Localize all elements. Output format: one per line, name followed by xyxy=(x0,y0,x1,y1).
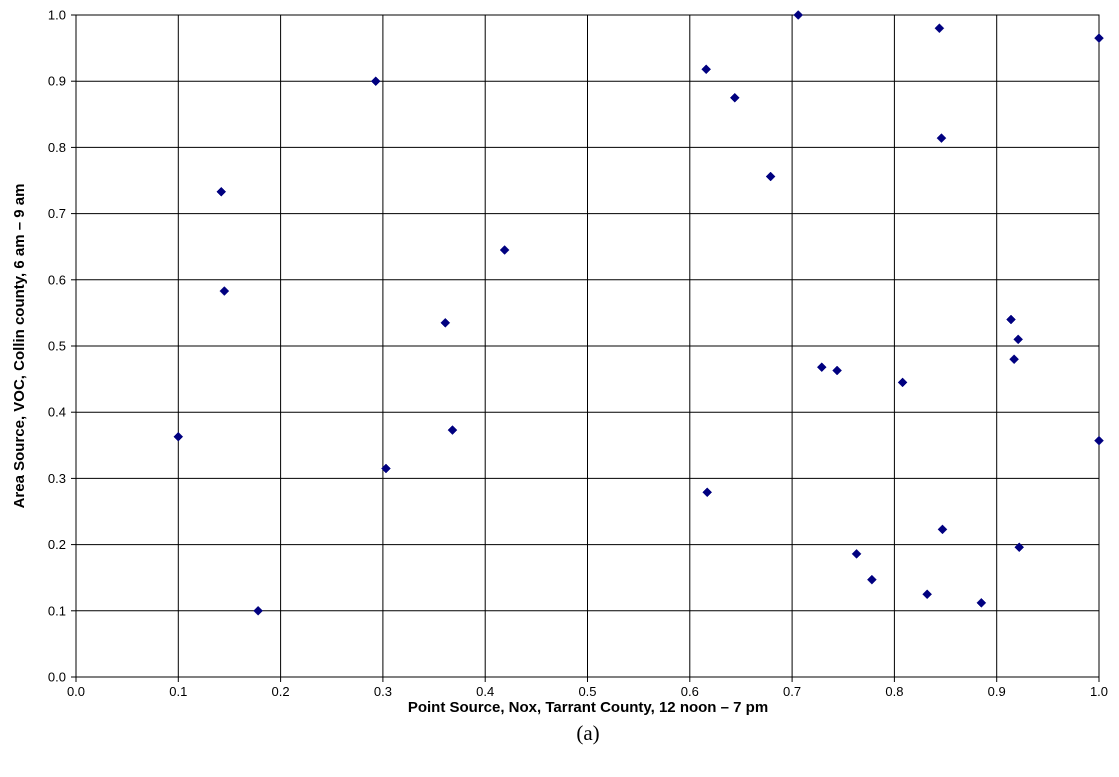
x-tick-label: 0.4 xyxy=(476,684,494,699)
data-point xyxy=(816,362,827,373)
y-tick-label: 0.9 xyxy=(48,74,66,89)
x-tick-label: 0.8 xyxy=(885,684,903,699)
grid-lines xyxy=(75,14,1100,678)
x-axis-title: Point Source, Nox, Tarrant County, 12 no… xyxy=(408,699,768,716)
y-tick-label: 0.2 xyxy=(48,537,66,552)
y-tick-label: 0.7 xyxy=(48,206,66,221)
data-point xyxy=(447,425,458,435)
data-point xyxy=(832,365,842,376)
data-point xyxy=(219,286,230,296)
y-tick-label: 1.0 xyxy=(48,8,66,23)
data-point xyxy=(897,377,908,388)
data-points xyxy=(173,10,1104,616)
x-tick-label: 0.2 xyxy=(272,684,290,699)
y-tick-label: 0.3 xyxy=(48,471,66,486)
data-point xyxy=(934,23,945,34)
data-point xyxy=(253,605,263,616)
data-point xyxy=(922,589,932,600)
x-tick-label: 0.0 xyxy=(67,684,85,699)
y-tick-label: 0.1 xyxy=(48,603,66,618)
data-point xyxy=(851,549,862,559)
data-point xyxy=(440,317,451,328)
x-tick-label: 0.1 xyxy=(169,684,187,699)
data-point xyxy=(370,76,381,87)
x-axis-ticks: 0.0 0.1 0.2 0.3 0.4 0.5 0.6 0.7 0.8 0.9 1.0 xyxy=(67,677,1108,699)
y-tick-label: 0.6 xyxy=(48,272,66,287)
y-tick-label: 0.8 xyxy=(48,140,66,155)
data-point xyxy=(976,598,987,608)
y-axis-title: Area Source, VOC, Collin county, 6 am – … xyxy=(11,184,28,509)
data-point xyxy=(1009,354,1019,365)
x-tick-label: 0.7 xyxy=(783,684,801,699)
data-point xyxy=(173,431,184,442)
data-point xyxy=(1094,33,1104,44)
y-tick-label: 0.0 xyxy=(48,670,66,685)
x-tick-label: 0.6 xyxy=(681,684,699,699)
x-tick-label: 0.3 xyxy=(374,684,392,699)
data-point xyxy=(867,574,877,585)
x-tick-label: 0.5 xyxy=(578,684,596,699)
data-point xyxy=(702,487,713,498)
data-point xyxy=(216,186,227,197)
x-tick-label: 0.9 xyxy=(988,684,1006,699)
data-point xyxy=(381,463,391,474)
data-point xyxy=(937,524,948,535)
data-point xyxy=(499,245,510,255)
y-tick-label: 0.5 xyxy=(48,339,66,354)
data-point xyxy=(793,10,804,20)
data-point xyxy=(1013,334,1024,345)
y-tick-label: 0.4 xyxy=(48,405,66,420)
data-point xyxy=(729,92,740,103)
data-point xyxy=(1006,314,1016,325)
y-axis-ticks: 0.0 0.1 0.2 0.3 0.4 0.5 0.6 0.7 0.8 0.9 1.0 xyxy=(48,8,76,685)
data-point xyxy=(1094,435,1104,446)
data-point xyxy=(936,133,947,143)
data-point xyxy=(1014,542,1025,553)
data-point xyxy=(701,64,712,75)
x-tick-label: 1.0 xyxy=(1090,684,1108,699)
figure-caption: (a) xyxy=(576,721,599,745)
data-point xyxy=(765,171,776,182)
